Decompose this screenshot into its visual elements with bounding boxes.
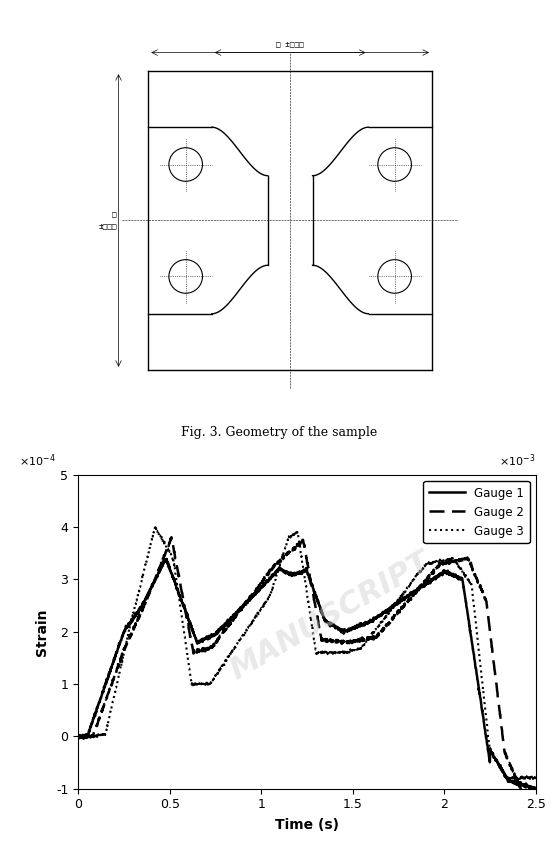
X-axis label: Time (s): Time (s) [275,818,339,832]
Gauge 2 [285,548,292,558]
Gauge 3 [98,728,105,739]
Gauge 3 [519,774,526,784]
Y-axis label: Strain: Strain [35,608,49,656]
Gauge 3 [297,550,304,560]
Gauge 1 [435,571,442,581]
Gauge 2 [98,708,105,718]
Legend: Gauge 1, Gauge 2, Gauge 3: Gauge 1, Gauge 2, Gauge 3 [423,481,530,544]
Line: Gauge 3: Gauge 3 [78,527,536,780]
Gauge 1 [532,784,539,795]
Gauge 2 [435,561,442,571]
Gauge 1 [75,731,81,741]
Gauge 2 [75,732,81,742]
Text: Fig. 3. Geometry of the sample: Fig. 3. Geometry of the sample [181,426,377,439]
Text: $\times 10^{-3}$: $\times 10^{-3}$ [499,452,536,469]
Gauge 2 [532,789,539,799]
Gauge 2 [297,536,304,546]
Gauge 1 [519,779,526,789]
Gauge 3 [152,522,158,533]
Gauge 1 [163,554,170,564]
Gauge 1 [98,691,105,701]
Gauge 3 [285,531,292,541]
Text: □ ±□□□: □ ±□□□ [276,40,304,49]
Gauge 1 [297,568,304,578]
Gauge 3 [511,775,518,785]
Gauge 3 [435,558,442,568]
Text: $\times 10^{-4}$: $\times 10^{-4}$ [18,452,55,469]
Gauge 3 [75,732,81,742]
Gauge 3 [532,774,539,784]
Gauge 1 [519,780,526,790]
Gauge 2 [519,789,526,799]
Gauge 1 [285,567,292,577]
Gauge 2 [168,533,175,543]
Gauge 2 [519,790,526,801]
Text: MANUSCRIPT: MANUSCRIPT [224,547,435,685]
Line: Gauge 2: Gauge 2 [78,538,536,795]
Text: □
±□□□: □ ±□□□ [98,211,117,230]
Gauge 3 [519,773,526,784]
Line: Gauge 1: Gauge 1 [78,559,536,789]
Gauge 2 [519,787,526,797]
